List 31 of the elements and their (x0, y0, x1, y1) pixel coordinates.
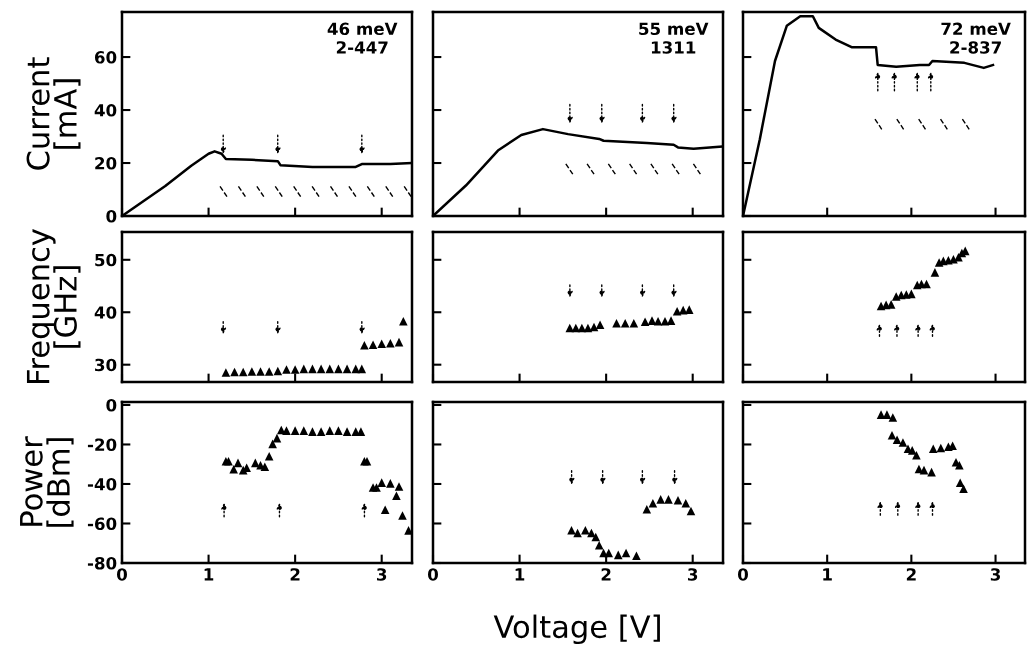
x-tick-label: 0 (738, 568, 748, 581)
x-tick-label: 1 (204, 568, 214, 581)
annotation: 72 meV 2-837 (941, 22, 1011, 54)
y-tick-label: -80 (87, 556, 117, 570)
y-tick-label: 0 (106, 398, 117, 412)
annotation: 55 meV 1311 (639, 22, 709, 54)
y-axis-title: Current [mA] (26, 57, 81, 170)
x-axis-title: Voltage [V] (493, 614, 660, 645)
x-tick-label: 2 (290, 568, 300, 581)
y-tick-label: -60 (87, 517, 117, 531)
x-tick-label: 3 (990, 568, 1001, 581)
annotation: 46 meV 2-447 (327, 22, 398, 54)
y-axis-title: Power [dBm] (20, 436, 74, 527)
x-tick-label: 3 (688, 568, 698, 581)
y-tick-label: -40 (87, 477, 117, 491)
y-tick-label: 50 (95, 253, 117, 267)
y-axis-title: Frequency [GHz] (26, 228, 81, 383)
y-tick-label: 40 (94, 103, 117, 117)
x-tick-label: 3 (377, 568, 387, 581)
y-tick-label: -20 (87, 438, 117, 452)
x-tick-label: 1 (515, 568, 525, 581)
y-tick-label: 20 (95, 156, 117, 170)
x-tick-label: 1 (823, 568, 832, 581)
y-tick-label: 30 (95, 358, 117, 372)
y-tick-label: 0 (106, 209, 117, 223)
x-tick-label: 0 (117, 568, 127, 581)
y-tick-label: 60 (94, 51, 117, 64)
x-tick-label: 2 (906, 568, 916, 581)
y-tick-label: 40 (94, 306, 117, 319)
x-tick-label: 0 (428, 568, 438, 581)
x-tick-label: 2 (601, 568, 611, 581)
